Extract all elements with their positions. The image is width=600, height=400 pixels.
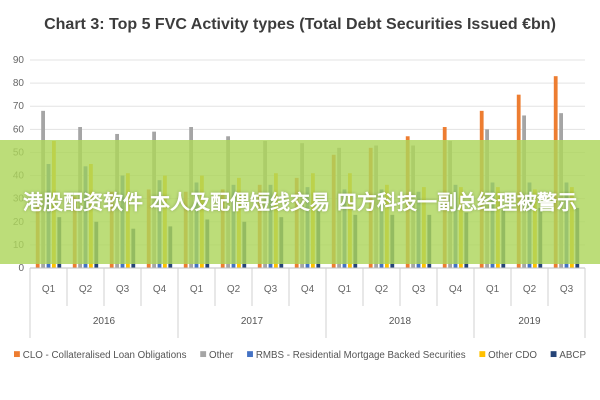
y-tick-label: 70 — [13, 101, 25, 112]
y-tick-label: 90 — [13, 55, 25, 66]
legend-label: Other — [209, 350, 234, 361]
promo-overlay-banner: 港股配资软件 本人及配偶短线交易 四方科技一副总经理被警示 — [0, 140, 600, 264]
year-label: 2017 — [241, 316, 264, 327]
x-tick-label: Q2 — [79, 284, 93, 295]
x-axis: Q1 Q2 Q3 Q4 Q1 Q2 Q3 Q4 Q1 Q2 Q3 Q4 Q1 Q2 Q3 2016 2017 20… — [29, 267, 586, 338]
legend-swatch — [14, 351, 20, 358]
legend: CLO - Collateralised Loan Obligations Oth… — [14, 350, 586, 361]
x-tick-label: Q3 — [264, 284, 278, 295]
x-tick-label: Q3 — [116, 284, 130, 295]
x-tick-label: Q1 — [486, 284, 500, 295]
x-tick-label: Q4 — [449, 284, 463, 295]
y-tick-label: 80 — [13, 78, 25, 89]
legend-label: Other CDO — [488, 350, 537, 361]
legend-label: ABCP — [559, 350, 586, 361]
x-tick-label: Q2 — [227, 284, 241, 295]
y-tick-label: 60 — [13, 124, 25, 135]
legend-swatch — [200, 351, 207, 358]
x-tick-label: Q3 — [560, 284, 574, 295]
x-tick-label: Q4 — [301, 284, 315, 295]
x-tick-label: Q1 — [338, 284, 352, 295]
overlay-text: 港股配资软件 本人及配偶短线交易 四方科技一副总经理被警示 — [23, 190, 577, 214]
x-tick-label: Q2 — [375, 284, 389, 295]
legend-swatch — [550, 351, 557, 358]
legend-swatch — [479, 351, 486, 358]
x-tick-label: Q2 — [523, 284, 537, 295]
legend-label: RMBS - Residential Mortgage Backed Secur… — [256, 350, 466, 361]
year-label: 2018 — [389, 316, 412, 327]
legend-label: CLO - Collateralised Loan Obligations — [23, 350, 187, 361]
year-label: 2016 — [93, 316, 116, 327]
x-tick-label: Q4 — [153, 284, 167, 295]
x-tick-label: Q1 — [190, 284, 204, 295]
x-tick-label: Q1 — [42, 284, 56, 295]
year-label: 2019 — [518, 316, 541, 327]
legend-swatch — [247, 351, 253, 358]
chart-title: Chart 3: Top 5 FVC Activity types (Total… — [44, 16, 556, 33]
y-tick-label: 0 — [18, 263, 24, 274]
x-tick-label: Q3 — [412, 284, 426, 295]
